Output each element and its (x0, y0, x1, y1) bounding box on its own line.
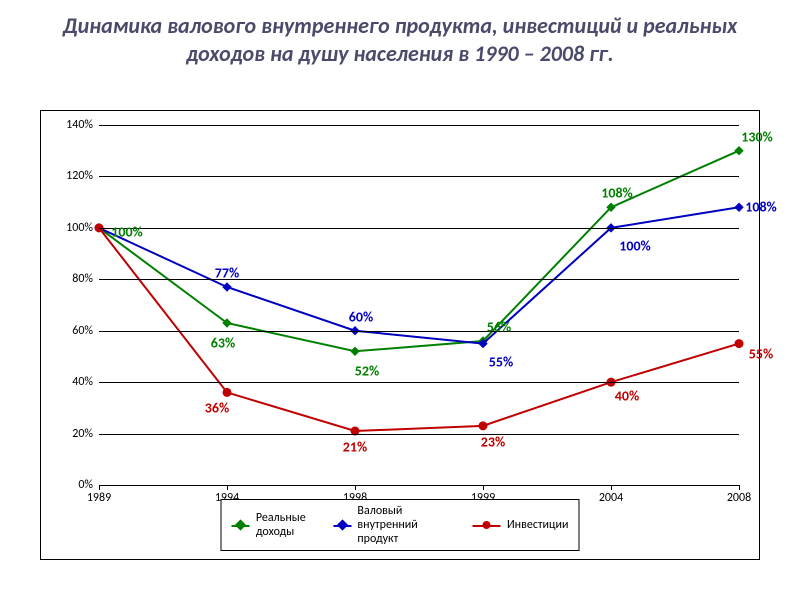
gridline (99, 176, 739, 177)
legend-item: Валовый внутренний продукт (333, 504, 455, 546)
y-tick-label: 120% (66, 169, 99, 183)
legend-item: Инвестиции (473, 518, 569, 532)
data-label: 55% (489, 353, 513, 370)
data-label: 108% (745, 199, 777, 216)
data-label: 108% (601, 185, 633, 202)
chart-svg (99, 125, 739, 485)
legend-label: Инвестиции (507, 518, 569, 532)
x-tick-label: 2004 (599, 485, 623, 505)
legend-item: Реальные доходы (232, 511, 316, 539)
gridline (99, 331, 739, 332)
data-label: 60% (349, 308, 373, 325)
gridline (99, 125, 739, 126)
series-line (99, 228, 739, 431)
y-tick-label: 20% (72, 427, 99, 441)
plot-area: 0%20%40%60%80%100%120%140%19891994199819… (99, 125, 739, 485)
x-tick-label: 1989 (87, 485, 111, 505)
data-label: 100% (619, 237, 651, 254)
series-marker (479, 422, 487, 430)
data-label: 100% (111, 223, 143, 240)
legend-label: Реальные доходы (256, 511, 316, 539)
data-label: 56% (487, 319, 511, 336)
series-marker (223, 283, 231, 291)
y-tick-label: 140% (66, 118, 99, 132)
data-label: 63% (211, 335, 235, 352)
data-label: 77% (215, 265, 239, 282)
series-marker (735, 203, 743, 211)
gridline (99, 279, 739, 280)
y-tick-label: 80% (72, 272, 99, 286)
data-label: 55% (749, 345, 773, 362)
gridline (99, 485, 739, 486)
data-label: 52% (355, 363, 379, 380)
series-marker (735, 340, 743, 348)
y-tick-label: 100% (66, 221, 99, 235)
data-label: 23% (481, 433, 505, 450)
legend: Реальные доходы Валовый внутренний продук… (221, 499, 580, 551)
series-marker (735, 147, 743, 155)
legend-label: Валовый внутренний продукт (357, 504, 455, 546)
legend-swatch (333, 519, 351, 531)
y-tick-label: 40% (72, 375, 99, 389)
data-label: 130% (741, 128, 773, 145)
x-tick-label: 2008 (727, 485, 751, 505)
data-label: 36% (205, 400, 229, 417)
gridline (99, 434, 739, 435)
page-title: Динамика валового внутреннего продукта, … (40, 12, 760, 67)
data-label: 21% (343, 439, 367, 456)
data-label: 40% (615, 388, 639, 405)
gridline (99, 382, 739, 383)
series-marker (351, 347, 359, 355)
legend-swatch (232, 519, 250, 531)
y-tick-label: 60% (72, 324, 99, 338)
gridline (99, 228, 739, 229)
series-marker (223, 388, 231, 396)
slide: Динамика валового внутреннего продукта, … (0, 0, 800, 600)
chart-container: 0%20%40%60%80%100%120%140%19891994199819… (40, 110, 760, 560)
legend-swatch (473, 519, 501, 531)
